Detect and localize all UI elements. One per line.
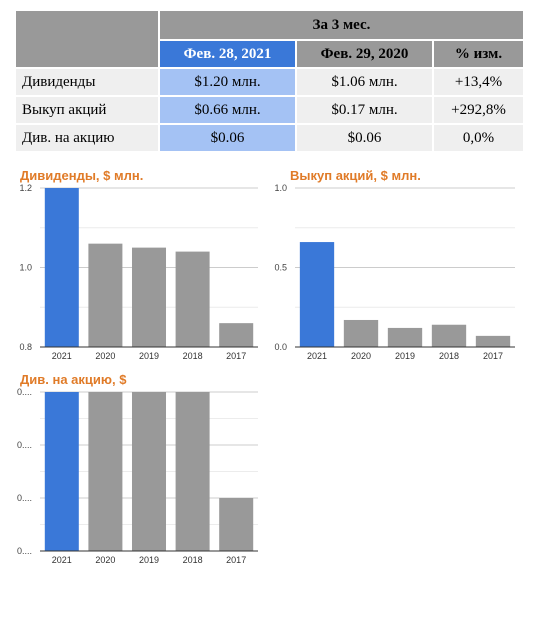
bar-2021 bbox=[44, 188, 79, 347]
cell-previous: $1.06 млн. bbox=[297, 69, 432, 95]
dividends-chart-svg: 0.8 1.0 1.2 2021 2020 2019 2018 2017 bbox=[19, 183, 258, 361]
y-tick-label: 1.0 bbox=[274, 183, 287, 193]
table-header-row: За 3 мес. bbox=[16, 11, 523, 67]
x-tick-label: 2020 bbox=[95, 351, 115, 361]
y-tick-label: 0.... bbox=[17, 387, 32, 397]
column-header-change: % изм. bbox=[434, 41, 523, 67]
bar-2019 bbox=[387, 327, 423, 347]
x-tick-label: 2019 bbox=[139, 351, 159, 361]
dividends-chart: Дивиденды, $ млн. 0.8 1.0 1.2 2021 2020 2019 2… bbox=[0, 166, 270, 366]
bar-2017 bbox=[475, 335, 511, 347]
x-tick-label: 2021 bbox=[52, 351, 72, 361]
y-tick-label: 0.... bbox=[17, 546, 32, 556]
cell-current: $1.20 млн. bbox=[160, 69, 295, 95]
bar-2018 bbox=[175, 392, 210, 551]
x-tick-label: 2021 bbox=[307, 351, 327, 361]
bar-2018 bbox=[175, 251, 210, 347]
table-row: Дивиденды $1.20 млн. $1.06 млн. +13,4% bbox=[16, 69, 523, 95]
bar-2021 bbox=[299, 242, 335, 347]
y-tick-label: 0.... bbox=[17, 440, 32, 450]
x-tick-label: 2019 bbox=[139, 555, 159, 565]
row-label: Дивиденды bbox=[16, 69, 158, 95]
chart-title: Дивиденды, $ млн. bbox=[20, 168, 144, 183]
cell-change: +13,4% bbox=[434, 69, 523, 95]
bar-2020 bbox=[88, 392, 123, 551]
cell-previous: $0.06 bbox=[297, 125, 432, 151]
bar-2017 bbox=[219, 498, 254, 551]
bar-2021 bbox=[44, 392, 79, 551]
bar-2020 bbox=[88, 243, 123, 347]
bar-2020 bbox=[343, 319, 379, 347]
x-tick-label: 2019 bbox=[395, 351, 415, 361]
x-tick-label: 2017 bbox=[483, 351, 503, 361]
cell-current: $0.66 млн. bbox=[160, 97, 295, 123]
buyback-chart: Выкуп акций, $ млн. 0.0 0.5 1.0 2021 2020 201… bbox=[270, 166, 535, 366]
cell-current: $0.06 bbox=[160, 125, 295, 151]
column-header-current: Фев. 28, 2021 bbox=[160, 41, 295, 67]
period-header: За 3 мес. bbox=[160, 11, 523, 39]
table-subheader-row: Фев. 28, 2021 Фев. 29, 2020 % изм. bbox=[16, 41, 523, 67]
x-tick-label: 2020 bbox=[351, 351, 371, 361]
bar-2018 bbox=[431, 324, 467, 347]
x-tick-label: 2018 bbox=[183, 351, 203, 361]
table-row: Выкуп акций $0.66 млн. $0.17 млн. +292,8… bbox=[16, 97, 523, 123]
column-header-previous: Фев. 29, 2020 bbox=[297, 41, 432, 67]
bar-2019 bbox=[131, 247, 167, 347]
table-row: Див. на акцию $0.06 $0.06 0,0% bbox=[16, 125, 523, 151]
dividend-per-share-chart-svg: 0.... 0.... 0.... 0.... 2021 2020 2019 2018 2017 bbox=[17, 387, 258, 565]
x-tick-label: 2020 bbox=[95, 555, 115, 565]
bar-2019 bbox=[131, 392, 167, 551]
y-tick-label: 0.5 bbox=[274, 263, 287, 273]
x-tick-label: 2018 bbox=[439, 351, 459, 361]
chart-title: Див. на акцию, $ bbox=[20, 372, 127, 387]
table-corner-cell bbox=[16, 11, 158, 67]
row-label: Див. на акцию bbox=[16, 125, 158, 151]
y-tick-label: 0.0 bbox=[274, 342, 287, 352]
row-label: Выкуп акций bbox=[16, 97, 158, 123]
y-tick-label: 0.8 bbox=[19, 342, 32, 352]
cell-change: +292,8% bbox=[434, 97, 523, 123]
bar-2017 bbox=[219, 323, 254, 347]
buyback-chart-svg: 0.0 0.5 1.0 2021 2020 2019 2018 2017 bbox=[274, 183, 515, 361]
y-tick-label: 1.2 bbox=[19, 183, 32, 193]
summary-table: За 3 мес. Фев. 28, 2021 Фев. 29, 2020 % … bbox=[14, 9, 525, 153]
x-tick-label: 2017 bbox=[226, 555, 246, 565]
x-tick-label: 2018 bbox=[183, 555, 203, 565]
dividend-per-share-chart: Див. на акцию, $ 0.... 0.... 0.... 0.... 202… bbox=[0, 370, 270, 570]
cell-previous: $0.17 млн. bbox=[297, 97, 432, 123]
chart-title: Выкуп акций, $ млн. bbox=[290, 168, 421, 183]
x-tick-label: 2017 bbox=[226, 351, 246, 361]
x-tick-label: 2021 bbox=[52, 555, 72, 565]
y-tick-label: 1.0 bbox=[19, 263, 32, 273]
y-tick-label: 0.... bbox=[17, 493, 32, 503]
cell-change: 0,0% bbox=[434, 125, 523, 151]
